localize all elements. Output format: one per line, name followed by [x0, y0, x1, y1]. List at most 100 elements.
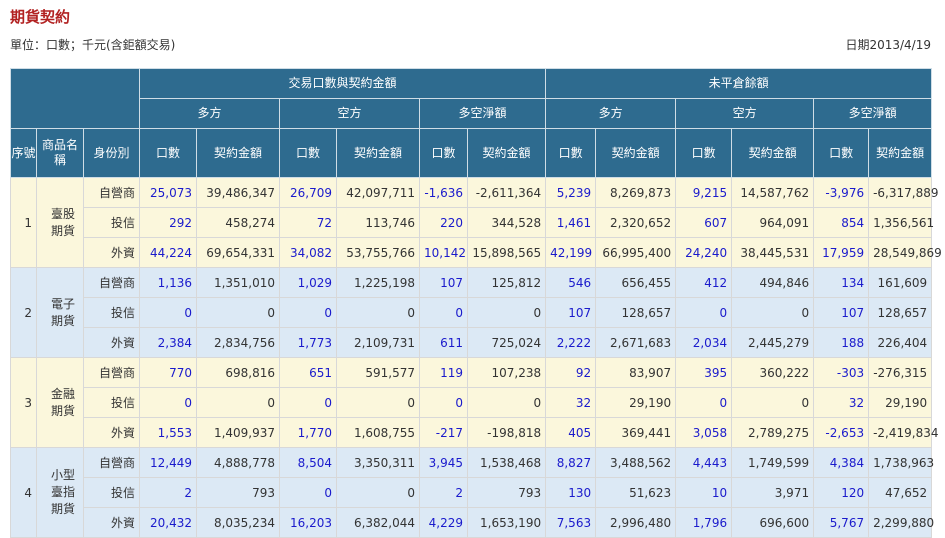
- cell-amount: 3,971: [731, 477, 815, 508]
- cell-qty-link[interactable]: 2: [419, 477, 469, 508]
- cell-qty-link[interactable]: 42,199: [545, 237, 597, 268]
- cell-qty-link[interactable]: 651: [279, 357, 338, 388]
- cell-qty-link[interactable]: 130: [545, 477, 597, 508]
- header-oi-net: 多空淨額: [813, 98, 933, 129]
- cell-qty-link[interactable]: 12,449: [139, 447, 198, 478]
- cell-qty-link[interactable]: -217: [419, 417, 469, 448]
- cell-qty-link[interactable]: 34,082: [279, 237, 338, 268]
- cell-amount: 125,812: [467, 267, 547, 298]
- cell-amount: 113,746: [336, 207, 421, 238]
- cell-qty-link[interactable]: 24,240: [675, 237, 733, 268]
- cell-qty-link[interactable]: 1,773: [279, 327, 338, 358]
- cell-qty-link[interactable]: 2,384: [139, 327, 198, 358]
- cell-qty-link[interactable]: 0: [279, 387, 338, 418]
- cell-qty-link[interactable]: 107: [419, 267, 469, 298]
- cell-amount: 4,888,778: [196, 447, 281, 478]
- cell-amount: 0: [467, 297, 547, 328]
- cell-qty-link[interactable]: -2,653: [813, 417, 870, 448]
- cell-qty-link[interactable]: 119: [419, 357, 469, 388]
- header-oi-short: 空方: [675, 98, 815, 129]
- cell-amount: 2,996,480: [595, 507, 677, 538]
- cell-qty-link[interactable]: 8,827: [545, 447, 597, 478]
- cell-amount: 2,789,275: [731, 417, 815, 448]
- cell-qty-link[interactable]: 3,945: [419, 447, 469, 478]
- cell-qty-link[interactable]: 770: [139, 357, 198, 388]
- cell-qty-link[interactable]: 120: [813, 477, 870, 508]
- cell-qty-link[interactable]: 32: [545, 387, 597, 418]
- cell-qty-link[interactable]: 25,073: [139, 177, 198, 208]
- cell-qty-link[interactable]: 546: [545, 267, 597, 298]
- cell-qty-link[interactable]: 1,553: [139, 417, 198, 448]
- cell-qty-link[interactable]: 1,029: [279, 267, 338, 298]
- cell-amount: -276,315: [868, 357, 933, 388]
- cell-qty-link[interactable]: 188: [813, 327, 870, 358]
- cell-qty-link[interactable]: 107: [813, 297, 870, 328]
- cell-qty-link[interactable]: 2,034: [675, 327, 733, 358]
- cell-qty-link[interactable]: 1,796: [675, 507, 733, 538]
- cell-amount: 656,455: [595, 267, 677, 298]
- cell-qty-link[interactable]: 4,229: [419, 507, 469, 538]
- table-row: 外資 2,384 2,834,756 1,773 2,109,731 611 725,024…: [11, 327, 933, 358]
- cell-qty-link[interactable]: 107: [545, 297, 597, 328]
- row-identity: 投信: [82, 477, 141, 508]
- cell-qty-link[interactable]: 0: [279, 297, 338, 328]
- cell-qty-link[interactable]: 405: [545, 417, 597, 448]
- cell-amount: 344,528: [467, 207, 547, 238]
- cell-qty-link[interactable]: 9,215: [675, 177, 733, 208]
- cell-qty-link[interactable]: 220: [419, 207, 469, 238]
- header-trade-short: 空方: [279, 98, 421, 129]
- cell-amount: 8,035,234: [196, 507, 281, 538]
- cell-qty-link[interactable]: 611: [419, 327, 469, 358]
- cell-qty-link[interactable]: 17,959: [813, 237, 870, 268]
- cell-qty-link[interactable]: 72: [279, 207, 338, 238]
- cell-qty-link[interactable]: -3,976: [813, 177, 870, 208]
- cell-qty-link[interactable]: 1,770: [279, 417, 338, 448]
- cell-amount: 2,671,683: [595, 327, 677, 358]
- cell-qty-link[interactable]: 607: [675, 207, 733, 238]
- cell-amount: 53,755,766: [336, 237, 421, 268]
- cell-qty-link[interactable]: 92: [545, 357, 597, 388]
- cell-amount: 3,350,311: [336, 447, 421, 478]
- header-trade-net: 多空淨額: [419, 98, 547, 129]
- cell-qty-link[interactable]: -303: [813, 357, 870, 388]
- cell-qty-link[interactable]: 26,709: [279, 177, 338, 208]
- cell-qty-link[interactable]: 0: [675, 297, 733, 328]
- cell-amount: 15,898,565: [467, 237, 547, 268]
- cell-qty-link[interactable]: 0: [675, 387, 733, 418]
- cell-qty-link[interactable]: 2,222: [545, 327, 597, 358]
- cell-qty-link[interactable]: 0: [419, 297, 469, 328]
- cell-qty-link[interactable]: 854: [813, 207, 870, 238]
- cell-qty-link[interactable]: -1,636: [419, 177, 469, 208]
- cell-amount: 51,623: [595, 477, 677, 508]
- cell-qty-link[interactable]: 32: [813, 387, 870, 418]
- cell-qty-link[interactable]: 412: [675, 267, 733, 298]
- cell-qty-link[interactable]: 0: [139, 387, 198, 418]
- cell-amount: 1,653,190: [467, 507, 547, 538]
- cell-qty-link[interactable]: 10: [675, 477, 733, 508]
- cell-amount: 3,488,562: [595, 447, 677, 478]
- cell-qty-link[interactable]: 292: [139, 207, 198, 238]
- cell-qty-link[interactable]: 1,136: [139, 267, 198, 298]
- cell-qty-link[interactable]: 44,224: [139, 237, 198, 268]
- cell-qty-link[interactable]: 0: [139, 297, 198, 328]
- header-oi-long: 多方: [545, 98, 677, 129]
- header-amount: 契約金額: [731, 128, 815, 178]
- cell-qty-link[interactable]: 7,563: [545, 507, 597, 538]
- cell-qty-link[interactable]: 20,432: [139, 507, 198, 538]
- cell-qty-link[interactable]: 1,461: [545, 207, 597, 238]
- cell-qty-link[interactable]: 2: [139, 477, 198, 508]
- cell-qty-link[interactable]: 3,058: [675, 417, 733, 448]
- cell-qty-link[interactable]: 16,203: [279, 507, 338, 538]
- cell-qty-link[interactable]: 0: [419, 387, 469, 418]
- cell-qty-link[interactable]: 4,384: [813, 447, 870, 478]
- cell-amount: 1,738,963: [868, 447, 934, 478]
- cell-qty-link[interactable]: 395: [675, 357, 733, 388]
- cell-qty-link[interactable]: 4,443: [675, 447, 733, 478]
- cell-qty-link[interactable]: 10,142: [419, 237, 469, 268]
- cell-qty-link[interactable]: 5,239: [545, 177, 597, 208]
- cell-qty-link[interactable]: 0: [279, 477, 338, 508]
- cell-qty-link[interactable]: 8,504: [279, 447, 338, 478]
- cell-qty-link[interactable]: 5,767: [813, 507, 870, 538]
- cell-qty-link[interactable]: 134: [813, 267, 870, 298]
- table-row: 外資 20,432 8,035,234 16,203 6,382,044 4,229 1,6…: [11, 507, 934, 538]
